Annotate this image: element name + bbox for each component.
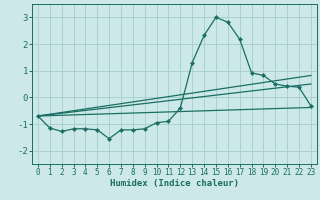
X-axis label: Humidex (Indice chaleur): Humidex (Indice chaleur) [110,179,239,188]
